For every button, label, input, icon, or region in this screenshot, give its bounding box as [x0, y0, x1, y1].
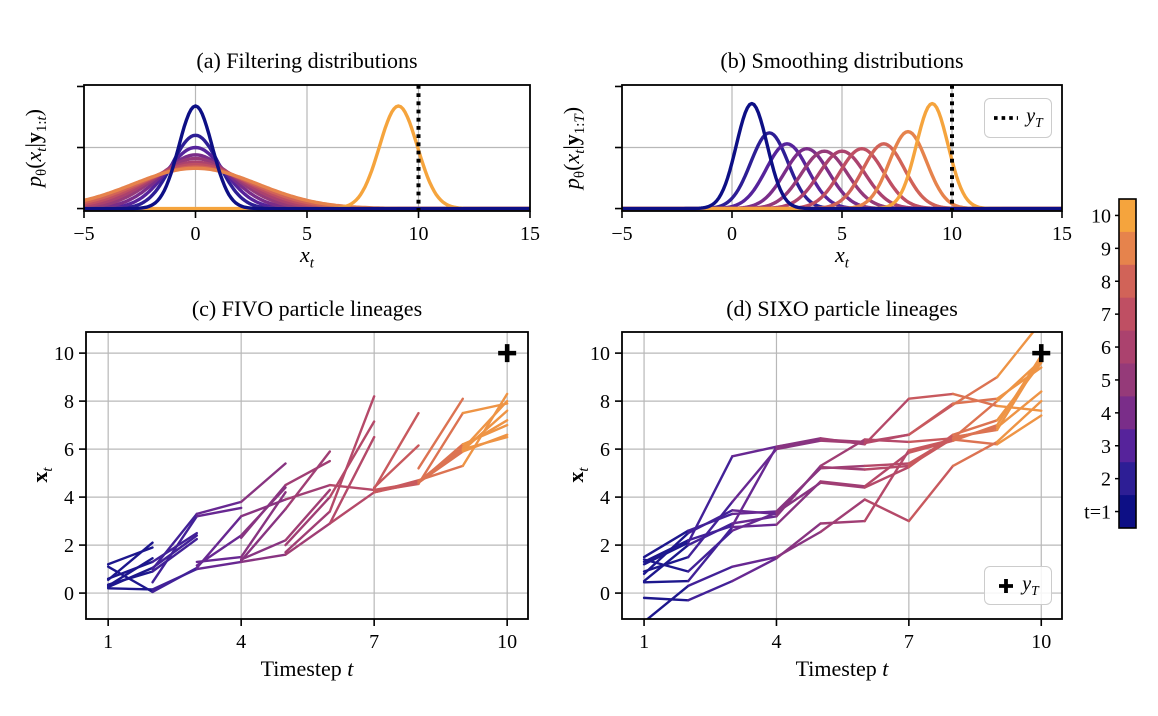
svg-text:6: 6: [600, 439, 610, 461]
svg-text:4: 4: [600, 487, 610, 509]
plus-marker-icon: [999, 578, 1014, 593]
svg-text:t=1: t=1: [1084, 502, 1111, 524]
svg-text:8: 8: [600, 391, 610, 413]
panel-d-lineages: [642, 332, 1043, 619]
svg-text:4: 4: [236, 631, 246, 653]
dotted-line-icon: [994, 116, 1019, 120]
svg-text:10: 10: [54, 343, 74, 365]
svg-text:0: 0: [600, 583, 610, 605]
panel-c-axes: 1 4 7 10 0 2 4 6 8 10: [54, 331, 529, 653]
colorbar-ticks: 10 9 8 7 6 5 4 3 2 t=1: [1084, 205, 1119, 524]
svg-text:−5: −5: [73, 223, 94, 245]
colorbar-bar: [1118, 198, 1137, 529]
panel-c-observation-marker: [498, 344, 517, 363]
svg-text:7: 7: [904, 631, 914, 653]
panel-c-xlabel: Timestep t: [260, 656, 354, 681]
panel-b-curves: [622, 101, 1062, 211]
panel-d-observation-marker: [1032, 344, 1051, 363]
svg-text:7: 7: [369, 631, 379, 653]
svg-text:5: 5: [1101, 370, 1111, 392]
svg-text:10: 10: [590, 343, 610, 365]
legend-label-d: yT: [1022, 572, 1039, 598]
panel-d-title: (d) SIXO particle lineages: [726, 296, 958, 321]
panel-b-title: (b) Smoothing distributions: [720, 48, 964, 73]
panel-b-xlabel: xt: [835, 242, 849, 272]
svg-text:4: 4: [64, 487, 74, 509]
panel-a-title: (a) Filtering distributions: [196, 48, 418, 73]
svg-text:0: 0: [191, 223, 201, 245]
panel-a-curves: [84, 104, 530, 211]
svg-text:1: 1: [103, 631, 113, 653]
svg-text:10: 10: [497, 631, 517, 653]
panel-c-grid: [86, 332, 528, 619]
svg-text:7: 7: [1101, 304, 1111, 326]
legend-label-b: yT: [1026, 105, 1043, 130]
svg-text:5: 5: [837, 223, 847, 245]
panel-c-ylabel: xt: [26, 467, 57, 483]
panel-d-xlabel: Timestep t: [795, 656, 889, 681]
panel-a-ylabel: pθ(xt|y1:t): [20, 109, 51, 187]
panel-a-xlabel: xt: [300, 242, 314, 272]
svg-text:10: 10: [1091, 205, 1111, 227]
svg-text:2: 2: [600, 535, 610, 557]
panel-d-axes: 1 4 7 10 0 2 4 6 8 10: [590, 331, 1063, 653]
panel-a-axes: −5 0 5 10 15: [73, 84, 540, 245]
panel-d-grid: [622, 332, 1062, 619]
panel-b-ylabel: pθ(xt|y1:T): [558, 106, 589, 190]
svg-text:4: 4: [1101, 403, 1111, 425]
svg-text:8: 8: [1101, 271, 1111, 293]
svg-text:0: 0: [727, 223, 737, 245]
svg-text:3: 3: [1101, 436, 1111, 458]
svg-text:2: 2: [1101, 469, 1111, 491]
svg-text:2: 2: [64, 535, 74, 557]
svg-text:6: 6: [1101, 337, 1111, 359]
svg-text:10: 10: [409, 223, 429, 245]
svg-text:5: 5: [302, 223, 312, 245]
svg-text:10: 10: [942, 223, 962, 245]
legend-observation-b: yT: [984, 98, 1052, 138]
panel-c-title: (c) FIVO particle lineages: [191, 296, 423, 321]
panel-d-ylabel: xt: [562, 467, 593, 483]
svg-text:10: 10: [1031, 631, 1051, 653]
svg-text:15: 15: [520, 223, 540, 245]
panel-c-lineages: [106, 392, 509, 594]
svg-text:0: 0: [64, 583, 74, 605]
panel-b-axes: −5 0 5 10 15: [611, 84, 1072, 245]
svg-text:9: 9: [1101, 238, 1111, 260]
svg-text:15: 15: [1052, 223, 1072, 245]
legend-observation-d: yT: [984, 566, 1052, 605]
svg-text:1: 1: [639, 631, 649, 653]
svg-text:6: 6: [64, 439, 74, 461]
svg-text:8: 8: [64, 391, 74, 413]
svg-text:4: 4: [771, 631, 781, 653]
svg-text:−5: −5: [611, 223, 632, 245]
